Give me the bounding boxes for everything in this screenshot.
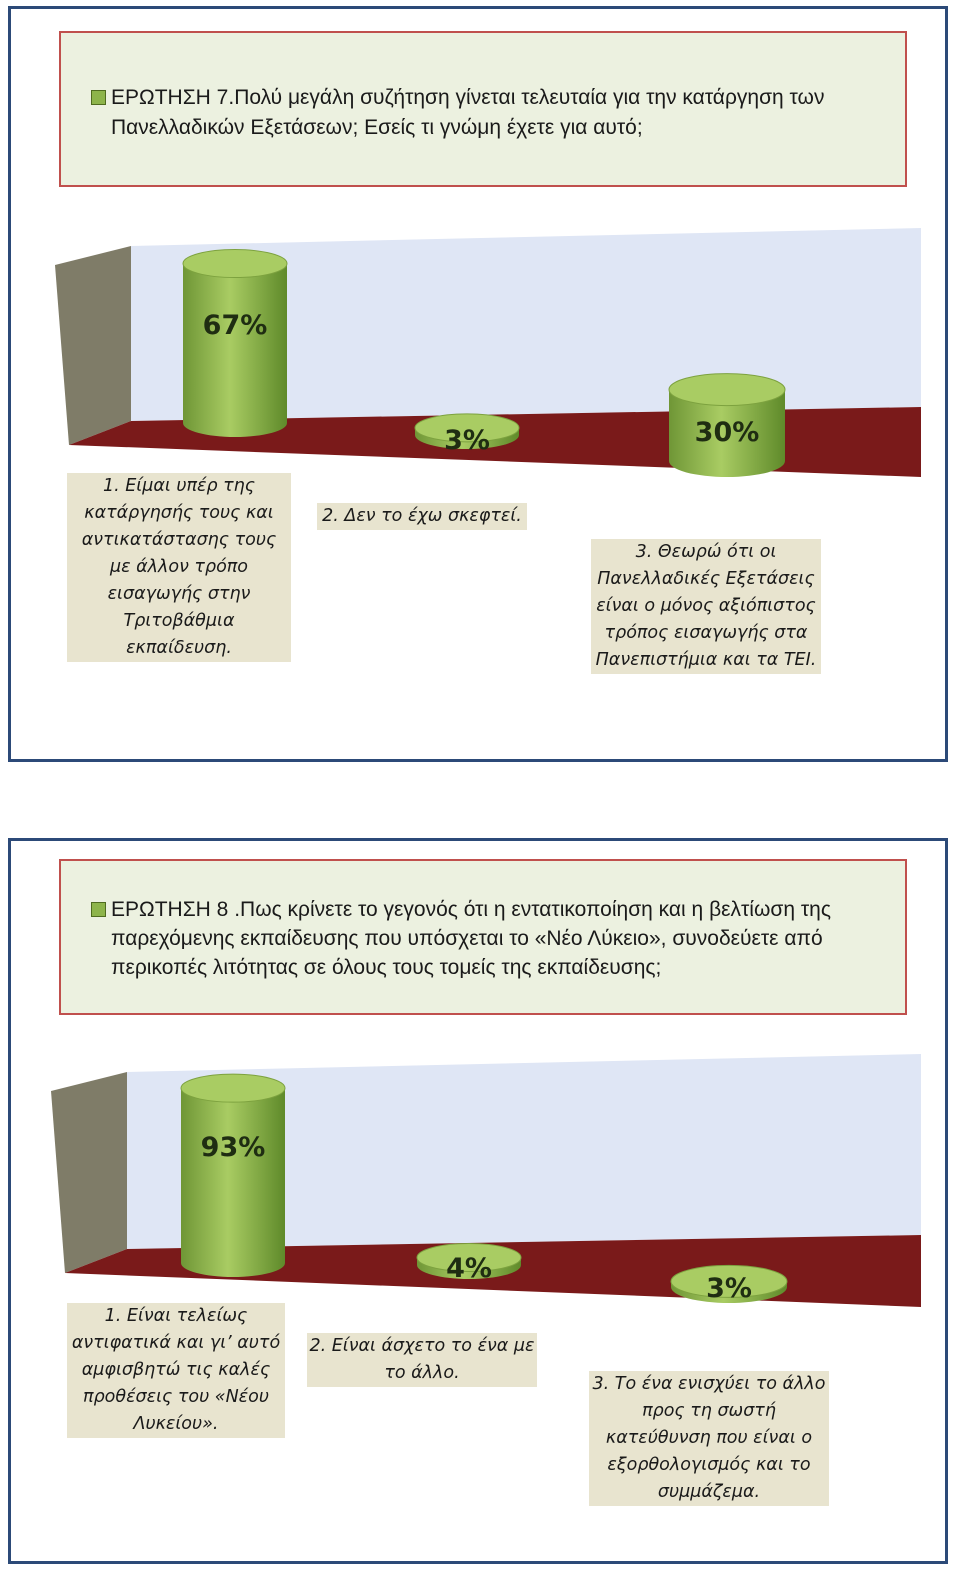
question-box: ΕΡΩΤΗΣΗ 7.Πολύ μεγάλη συζήτηση γίνεται τ…: [59, 31, 907, 187]
category-label-1: 1. Είμαι υπέρ της κατάργησής τους και αν…: [67, 473, 291, 662]
category-label-3: 3. Θεωρώ ότι οι Πανελλαδικές Εξετάσεις ε…: [591, 539, 821, 674]
bar-2: [416, 1242, 522, 1279]
value-label-2: 4%: [446, 1253, 492, 1284]
value-label-2: 3%: [444, 425, 490, 456]
bar-3: [670, 1264, 788, 1303]
legend-bullet-icon: [91, 90, 106, 105]
cylinder-chart: 93% 4% 3%: [51, 1054, 921, 1307]
question-title: ΕΡΩΤΗΣΗ 7.Πολύ μεγάλη συζήτηση γίνεται τ…: [111, 86, 825, 139]
chart-panel-q8: ΕΡΩΤΗΣΗ 8 .Πως κρίνετε το γεγονός ότι η …: [8, 838, 948, 1564]
value-label-1: 67%: [203, 310, 268, 341]
cylinder-chart: 67% 3% 30%: [55, 228, 921, 477]
bar-2: [414, 413, 520, 449]
bar-3: [668, 373, 786, 477]
back-wall: [127, 1054, 921, 1249]
legend-bullet-icon: [91, 902, 106, 917]
chart-panel-q7: ΕΡΩΤΗΣΗ 7.Πολύ μεγάλη συζήτηση γίνεται τ…: [8, 6, 948, 762]
category-label-2: 2. Δεν το έχω σκεφτεί.: [317, 503, 527, 530]
question-title: ΕΡΩΤΗΣΗ 8 .Πως κρίνετε το γεγονός ότι η …: [111, 898, 831, 979]
value-label-1: 93%: [201, 1132, 266, 1163]
value-label-3: 3%: [706, 1273, 752, 1304]
bar-1: [180, 1073, 286, 1277]
bar-1: [182, 249, 288, 437]
category-label-2: 2. Είναι άσχετο το ένα με το άλλο.: [307, 1333, 537, 1387]
value-label-3: 30%: [695, 417, 760, 448]
category-label-3: 3. Το ένα ενισχύει το άλλο προς τη σωστή…: [589, 1371, 829, 1506]
side-wall: [55, 246, 131, 445]
side-wall: [51, 1072, 127, 1273]
back-wall: [131, 228, 921, 421]
question-box: ΕΡΩΤΗΣΗ 8 .Πως κρίνετε το γεγονός ότι η …: [59, 859, 907, 1015]
category-label-1: 1. Είναι τελείως αντιφατικά και γι’ αυτό…: [67, 1303, 285, 1438]
